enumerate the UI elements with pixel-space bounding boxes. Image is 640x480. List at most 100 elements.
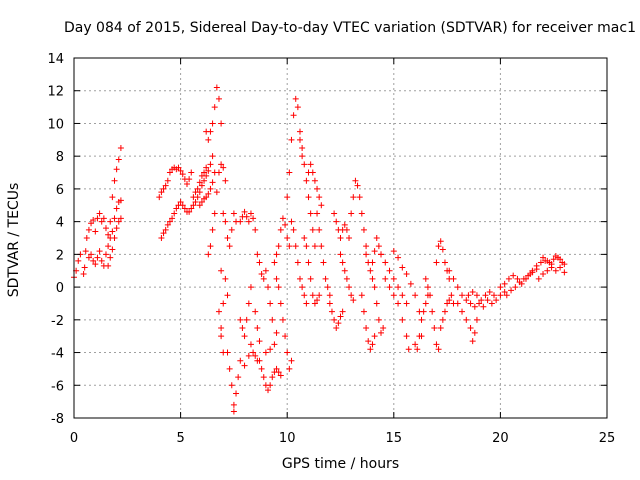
data-point-marker xyxy=(433,341,440,348)
data-point-marker xyxy=(92,261,99,268)
data-point-marker xyxy=(399,264,406,271)
data-point-marker xyxy=(277,372,284,379)
data-point-marker xyxy=(318,243,325,250)
data-point-marker xyxy=(441,259,448,266)
data-point-marker xyxy=(316,226,323,233)
data-point-marker xyxy=(286,243,293,250)
data-point-marker xyxy=(218,267,225,274)
data-point-marker xyxy=(82,248,89,255)
data-point-marker xyxy=(205,136,212,143)
data-point-marker xyxy=(299,153,306,160)
data-point-marker xyxy=(399,292,406,299)
data-point-marker xyxy=(237,316,244,323)
data-point-marker xyxy=(113,225,120,232)
data-point-marker xyxy=(284,349,291,356)
data-point-marker xyxy=(346,235,353,241)
data-point-marker xyxy=(339,259,346,266)
data-point-marker xyxy=(296,136,303,143)
data-point-marker xyxy=(318,202,325,209)
data-point-marker xyxy=(341,221,348,228)
data-point-marker xyxy=(203,164,210,171)
data-point-marker xyxy=(102,251,109,258)
data-point-marker xyxy=(482,292,489,299)
data-point-marker xyxy=(311,300,318,307)
data-point-marker xyxy=(286,365,293,372)
data-point-marker xyxy=(350,194,357,201)
data-point-marker xyxy=(299,145,306,151)
data-point-marker xyxy=(196,179,203,186)
data-point-marker xyxy=(375,243,382,250)
data-point-marker xyxy=(105,231,112,238)
data-point-marker xyxy=(303,177,310,184)
data-point-marker xyxy=(196,202,203,209)
data-point-marker xyxy=(356,194,363,201)
data-point-marker xyxy=(267,346,274,353)
data-point-marker xyxy=(322,275,329,282)
data-point-marker xyxy=(166,218,173,225)
data-point-marker xyxy=(171,210,178,217)
data-point-marker xyxy=(346,284,353,291)
data-point-marker xyxy=(94,215,101,222)
data-point-marker xyxy=(299,284,306,291)
data-point-marker xyxy=(303,243,310,250)
data-point-marker xyxy=(273,365,280,372)
data-point-marker xyxy=(220,300,227,307)
data-point-marker xyxy=(378,251,385,258)
data-point-marker xyxy=(237,218,244,225)
data-point-marker xyxy=(305,194,312,201)
data-point-marker xyxy=(179,202,186,209)
data-point-marker xyxy=(267,382,274,389)
data-point-marker xyxy=(407,280,414,287)
data-point-marker xyxy=(307,210,314,217)
data-point-marker xyxy=(390,292,397,299)
data-point-marker xyxy=(83,235,90,241)
data-point-marker xyxy=(510,272,517,279)
data-point-marker xyxy=(215,308,222,315)
data-point-marker xyxy=(557,256,564,263)
data-point-marker xyxy=(284,235,291,241)
data-point-marker xyxy=(241,208,248,215)
data-point-marker xyxy=(309,226,316,233)
data-point-marker xyxy=(324,284,331,291)
data-point-marker xyxy=(252,308,259,315)
data-point-marker xyxy=(301,235,308,241)
data-point-marker xyxy=(179,171,186,178)
data-point-marker xyxy=(275,243,282,250)
data-point-marker xyxy=(331,316,338,323)
data-point-marker xyxy=(115,218,122,225)
y-axis-ticks: -8 -6 -4 -2 0 2 4 6 8 10 12 14 xyxy=(47,52,607,427)
data-point-marker xyxy=(158,189,165,196)
data-point-marker xyxy=(205,251,212,258)
data-point-marker xyxy=(186,208,193,215)
data-point-marker xyxy=(561,261,568,268)
data-point-marker xyxy=(363,243,370,250)
data-point-marker xyxy=(294,259,301,266)
data-point-marker xyxy=(218,325,225,331)
data-point-marker xyxy=(405,346,412,353)
data-point-marker xyxy=(437,238,444,245)
data-point-marker xyxy=(535,275,542,282)
data-point-marker xyxy=(343,275,350,282)
data-point-marker xyxy=(358,210,365,217)
data-point-marker xyxy=(296,128,303,135)
data-point-marker xyxy=(162,182,169,189)
data-point-marker xyxy=(269,374,276,381)
data-point-marker xyxy=(81,264,88,271)
data-point-marker xyxy=(282,221,289,228)
data-point-marker xyxy=(241,333,248,340)
data-point-marker xyxy=(463,316,470,323)
y-tick-label: 14 xyxy=(47,52,64,67)
data-point-marker xyxy=(183,181,190,187)
data-point-marker xyxy=(429,308,436,315)
data-point-marker xyxy=(446,297,453,304)
data-point-marker xyxy=(290,226,297,233)
data-point-marker xyxy=(258,365,265,372)
data-point-marker xyxy=(375,316,382,323)
data-point-marker xyxy=(250,349,257,356)
data-point-marker xyxy=(367,267,374,274)
data-point-marker xyxy=(166,169,173,176)
data-point-marker xyxy=(358,292,365,299)
data-point-marker xyxy=(395,284,402,291)
data-point-marker xyxy=(288,218,295,225)
